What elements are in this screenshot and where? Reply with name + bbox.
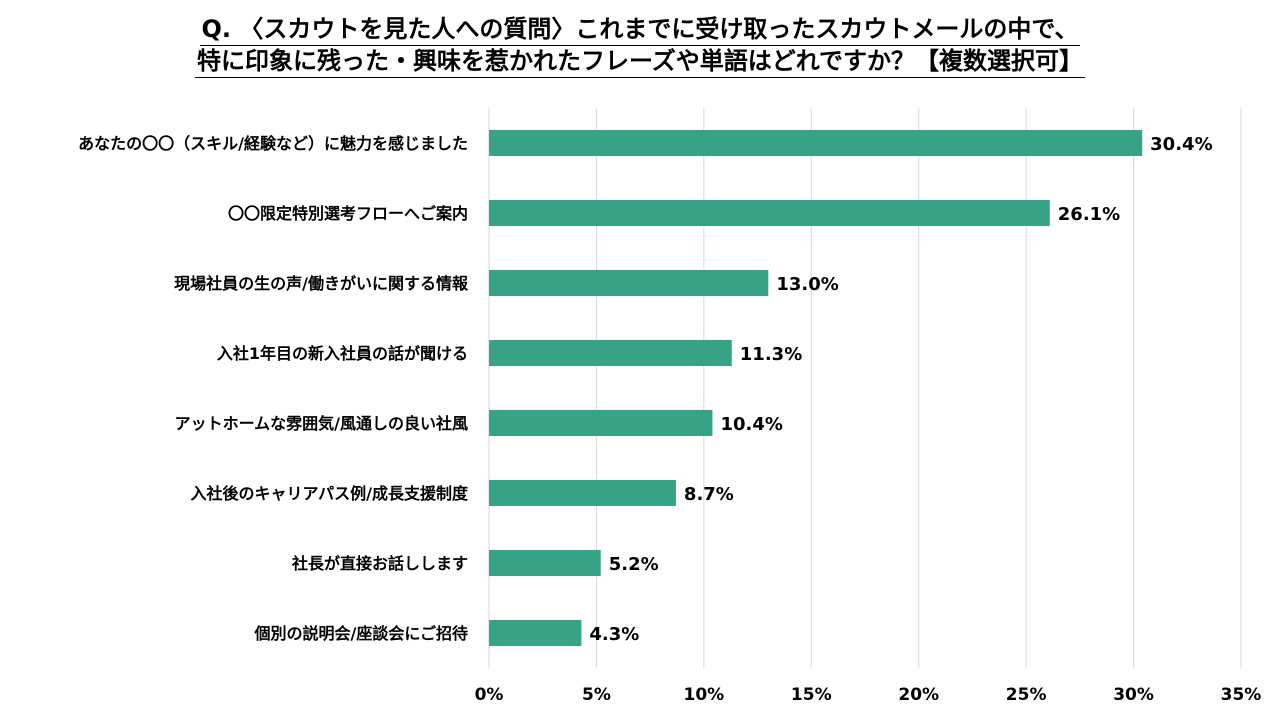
x-tick-label: 15% [791,685,832,705]
x-tick-label: 10% [684,685,725,705]
gridlines [488,108,1242,668]
x-axis-ticks: 0% 5% 10% 15% 20% 25% 30% 35% [475,685,1262,705]
bar [489,550,601,576]
x-tick-label: 35% [1221,685,1262,705]
value-label: 30.4% [1150,134,1212,155]
value-label: 4.3% [589,624,639,645]
x-tick-label: 30% [1113,685,1154,705]
value-label: 5.2% [609,554,659,575]
category-label: 社長が直接お話しします [291,554,468,573]
bar [489,270,769,296]
value-label: 11.3% [740,344,802,365]
value-label: 13.0% [776,274,838,295]
category-label: アットホームな雰囲気/風通しの良い社風 [175,414,468,433]
bar [489,410,713,436]
x-tick-label: 20% [898,685,939,705]
value-label: 26.1% [1058,204,1120,225]
title-line-2: 特に印象に残った・興味を惹かれたフレーズや単語はどれですか？【複数選択可】 [194,46,1086,78]
x-tick-label: 5% [582,685,611,705]
x-tick-label: 0% [475,685,504,705]
x-tick-label: 25% [1006,685,1047,705]
category-label: 〇〇限定特別選考フローへご案内 [228,204,468,223]
category-label: 現場社員の生の声/働きがいに関する情報 [174,274,469,293]
bar [489,200,1050,226]
value-label: 10.4% [720,414,782,435]
value-label: 8.7% [684,484,734,505]
category-labels: あなたの〇〇（スキル/経験など）に魅力を感じました〇〇限定特別選考フローへご案内… [78,134,469,643]
category-label: 入社後のキャリアパス例/成長支援制度 [190,484,469,503]
value-labels: 30.4% 26.1% 13.0% 11.3% 10.4% 8.7% 5.2% 4.3% [589,134,1212,645]
category-label: 個別の説明会/座談会にご招待 [253,624,468,643]
chart-title: Q. 〈スカウトを見た人への質問〉これまでに受け取ったスカウトメールの中で、 特… [0,14,1280,78]
bars [489,130,1143,646]
bar [489,340,732,366]
category-label: 入社1年目の新入社員の話が聞ける [217,344,468,363]
title-line-1: Q. 〈スカウトを見た人への質問〉これまでに受け取ったスカウトメールの中で、 [199,14,1081,46]
category-label: あなたの〇〇（スキル/経験など）に魅力を感じました [78,134,468,153]
bar [489,130,1143,156]
bar [489,620,582,646]
bar [489,480,676,506]
